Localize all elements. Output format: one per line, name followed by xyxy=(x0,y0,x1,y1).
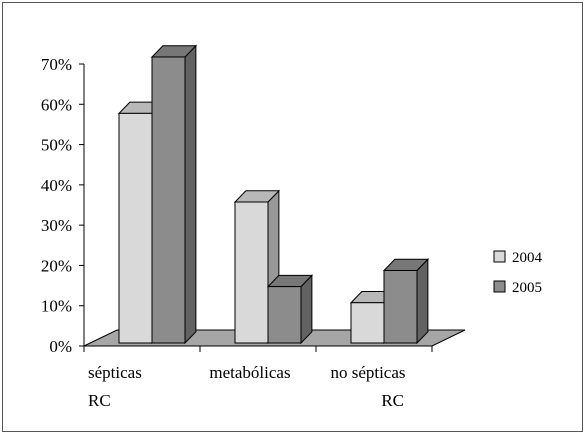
y-tick-label: 70% xyxy=(41,55,72,74)
bar-front-face xyxy=(234,201,269,344)
y-tick-labels: 0% 10% 20% 30% 40% 50% 60% 70% xyxy=(41,55,72,356)
bar-front-face xyxy=(267,286,302,344)
y-tick-label: 30% xyxy=(41,216,72,235)
y-tick-label: 50% xyxy=(41,136,72,155)
chart-bars xyxy=(117,44,430,345)
y-tick-label: 40% xyxy=(41,176,72,195)
x-category-label: metabólicas xyxy=(209,363,290,382)
bar-front-face xyxy=(118,112,153,344)
bar-side-face xyxy=(184,44,197,345)
x-category-label: RC xyxy=(88,391,111,410)
y-tick-label: 60% xyxy=(41,95,72,114)
bar-side-face xyxy=(416,258,429,345)
x-category-label: sépticas xyxy=(88,363,142,382)
x-category-label: RC xyxy=(381,391,404,410)
y-tick-label: 10% xyxy=(41,297,72,316)
legend-label-2004: 2004 xyxy=(512,250,543,266)
legend-swatch-2004 xyxy=(493,250,506,263)
chart-axes xyxy=(79,63,433,352)
bar-front-face xyxy=(383,269,418,344)
x-category-label: no sépticas xyxy=(330,363,405,382)
legend-swatch-2005 xyxy=(493,280,506,293)
bar-2005-cat-0 xyxy=(150,44,198,345)
bar-2005-cat-2 xyxy=(382,258,430,345)
legend-label-2005: 2005 xyxy=(512,280,542,296)
x-category-labels: sépticas RC metabólicas no sépticas RC xyxy=(88,363,406,410)
chart-legend: 2004 2005 xyxy=(493,250,543,296)
bar-front-face xyxy=(151,56,186,344)
bar-front-face xyxy=(350,302,385,344)
y-tick-label: 0% xyxy=(49,337,72,356)
bar-2005-cat-1 xyxy=(266,274,314,345)
y-tick-label: 20% xyxy=(41,256,72,275)
